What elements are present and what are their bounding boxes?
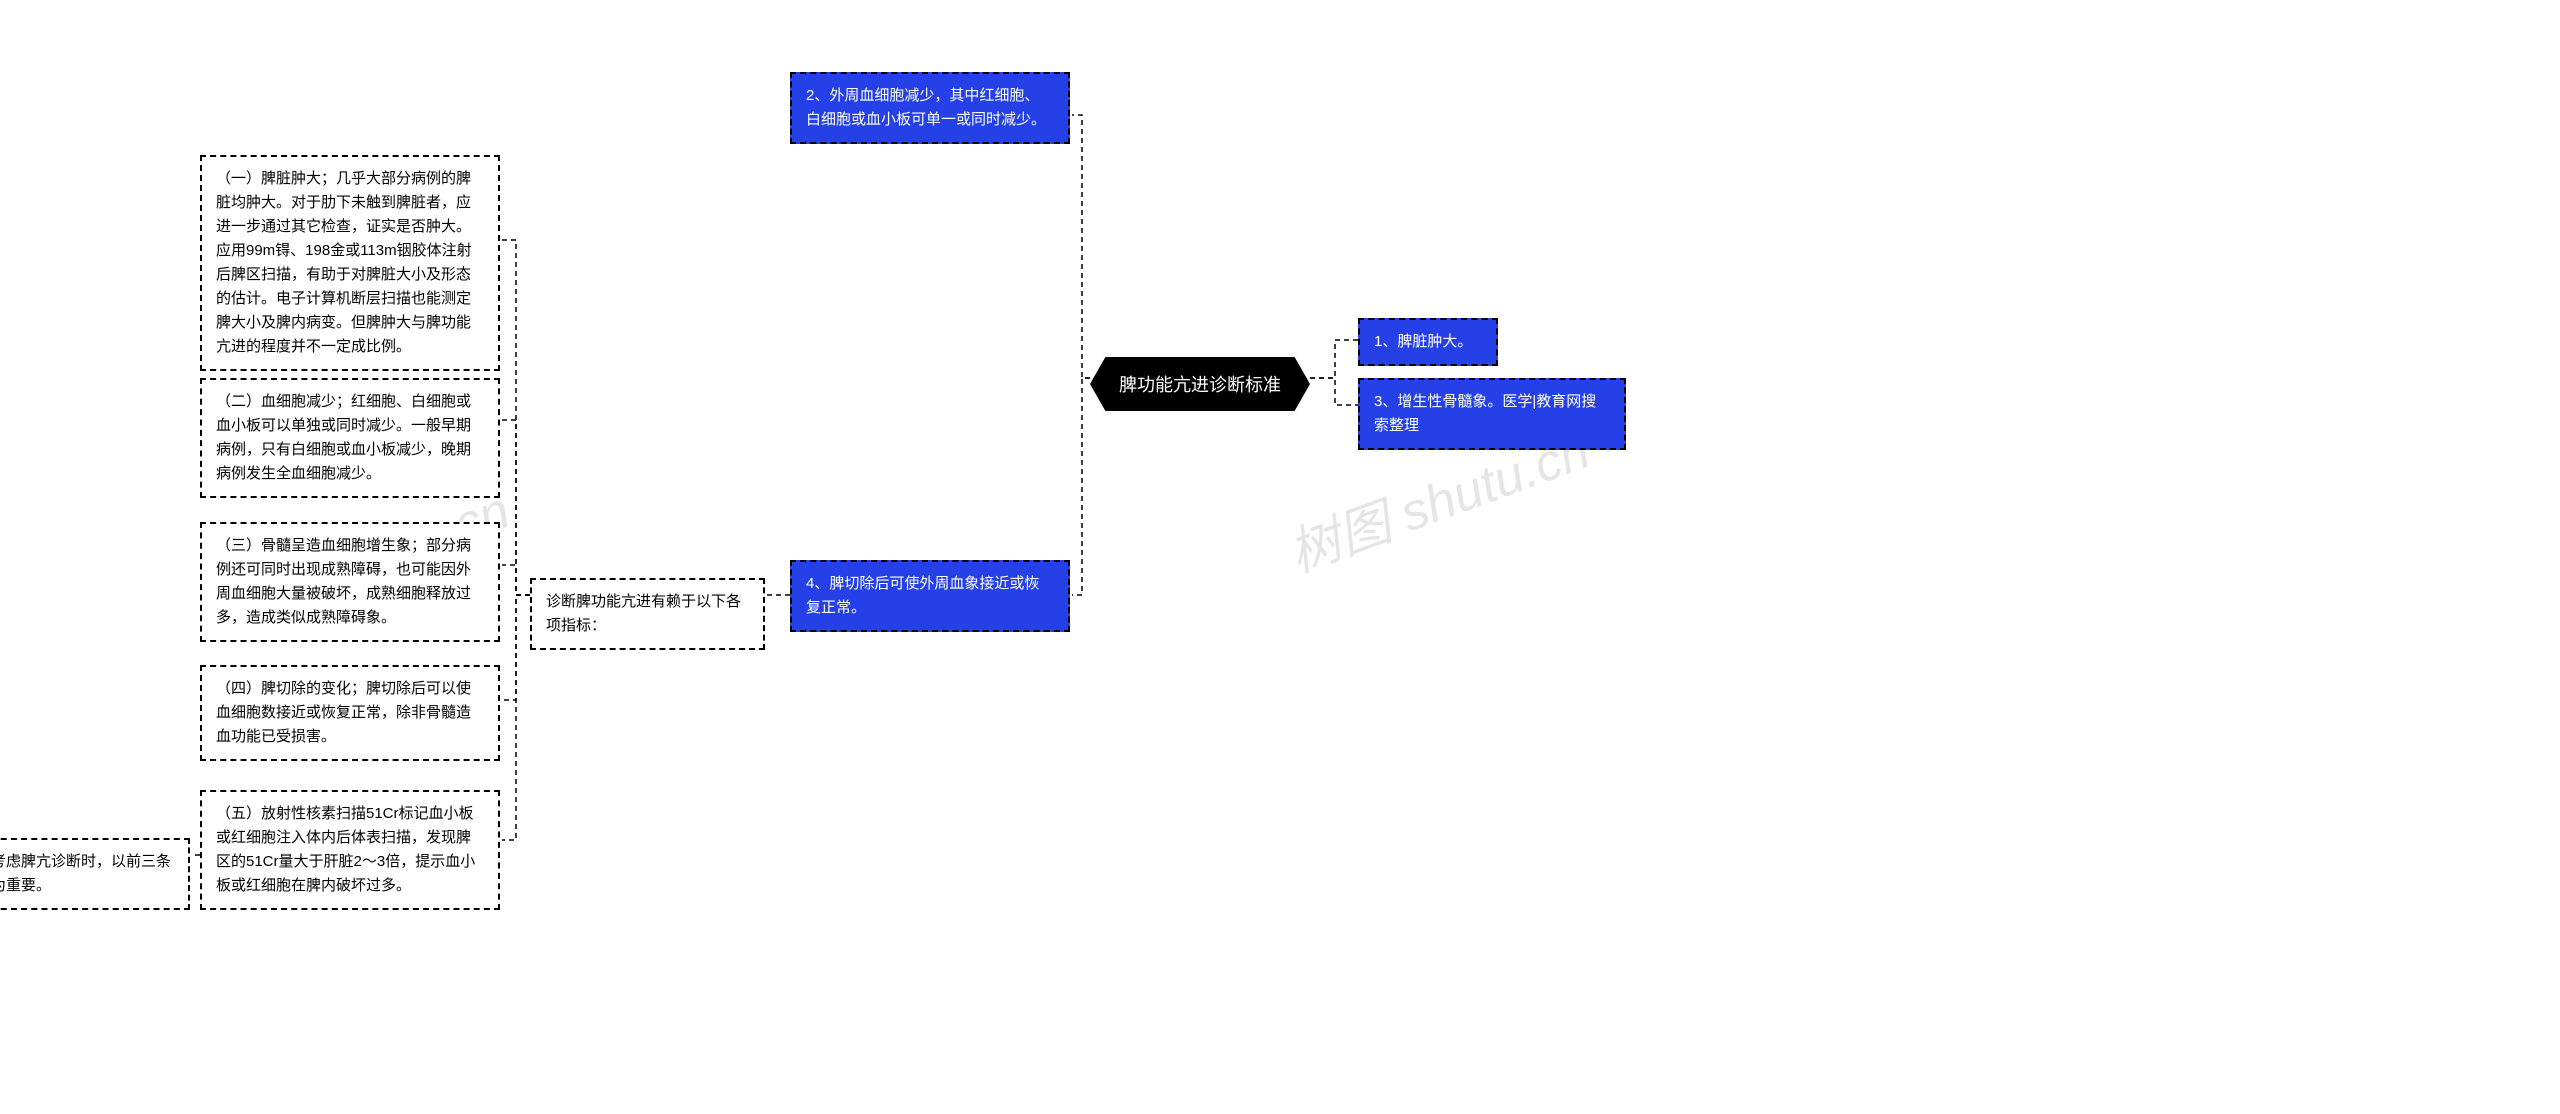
r1-text: 1、脾脏肿大。 xyxy=(1374,333,1472,350)
footer-text: 在考虑脾亢诊断时，以前三条尤为重要。 xyxy=(0,853,171,894)
node-r2: 2、外周血细胞减少，其中红细胞、白细胞或血小板可单一或同时减少。 xyxy=(790,72,1070,144)
d1-text: （一）脾脏肿大；几乎大部分病例的脾脏均肿大。对于肋下未触到脾脏者，应进一步通过其… xyxy=(216,170,472,355)
node-footer: 在考虑脾亢诊断时，以前三条尤为重要。 xyxy=(0,838,190,910)
node-d1: （一）脾脏肿大；几乎大部分病例的脾脏均肿大。对于肋下未触到脾脏者，应进一步通过其… xyxy=(200,155,500,371)
node-d2: （二）血细胞减少；红细胞、白细胞或血小板可以单独或同时减少。一般早期病例，只有白… xyxy=(200,378,500,498)
r4-text: 4、脾切除后可使外周血象接近或恢复正常。 xyxy=(806,575,1039,616)
node-r3: 3、增生性骨髓象。医学|教育网搜索整理 xyxy=(1358,378,1626,450)
d3-text: （三）骨髓呈造血细胞增生象；部分病例还可同时出现成熟障碍，也可能因外周血细胞大量… xyxy=(216,537,471,626)
r3-text: 3、增生性骨髓象。医学|教育网搜索整理 xyxy=(1374,393,1596,434)
center-node: 脾功能亢进诊断标准 xyxy=(1090,357,1310,411)
subheader-text: 诊断脾功能亢进有赖于以下各项指标： xyxy=(546,593,741,634)
d4-text: （四）脾切除的变化；脾切除后可以使血细胞数接近或恢复正常，除非骨髓造血功能已受损… xyxy=(216,680,471,745)
node-d3: （三）骨髓呈造血细胞增生象；部分病例还可同时出现成熟障碍，也可能因外周血细胞大量… xyxy=(200,522,500,642)
r2-text: 2、外周血细胞减少，其中红细胞、白细胞或血小板可单一或同时减少。 xyxy=(806,87,1046,128)
d2-text: （二）血细胞减少；红细胞、白细胞或血小板可以单独或同时减少。一般早期病例，只有白… xyxy=(216,393,471,482)
node-subheader: 诊断脾功能亢进有赖于以下各项指标： xyxy=(530,578,765,650)
d5-text: （五）放射性核素扫描51Cr标记血小板或红细胞注入体内后体表扫描，发现脾区的51… xyxy=(216,805,475,894)
node-d5: （五）放射性核素扫描51Cr标记血小板或红细胞注入体内后体表扫描，发现脾区的51… xyxy=(200,790,500,910)
node-r4: 4、脾切除后可使外周血象接近或恢复正常。 xyxy=(790,560,1070,632)
node-r1: 1、脾脏肿大。 xyxy=(1358,318,1498,366)
center-title: 脾功能亢进诊断标准 xyxy=(1119,375,1281,395)
node-d4: （四）脾切除的变化；脾切除后可以使血细胞数接近或恢复正常，除非骨髓造血功能已受损… xyxy=(200,665,500,761)
